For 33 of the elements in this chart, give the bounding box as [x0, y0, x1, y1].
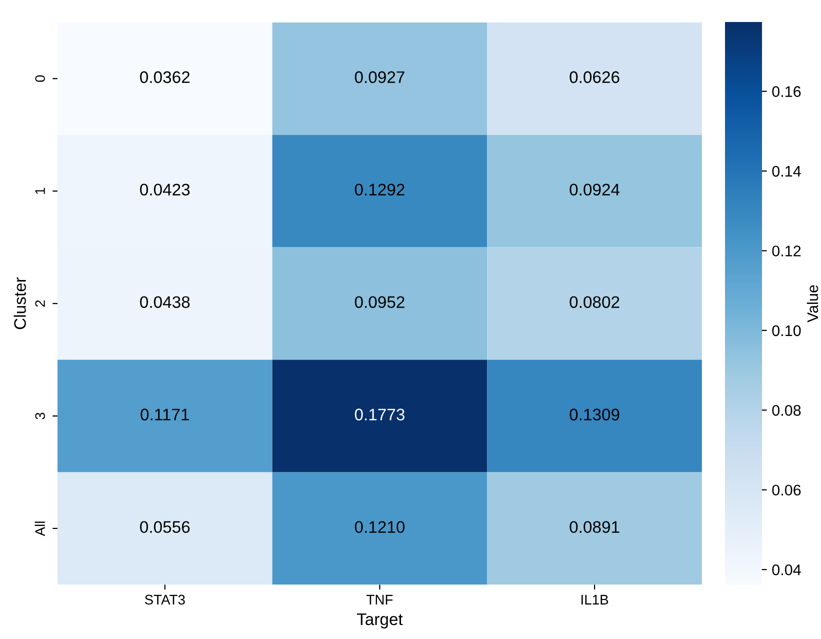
y-tick-label: 0 — [35, 75, 46, 82]
data-label: 0.0423 — [140, 184, 190, 196]
color-bar-label: 0.04 — [772, 564, 801, 576]
data-label: 0.0438 — [140, 296, 190, 308]
x-tick-label: STAT3 — [144, 594, 185, 605]
x-tick-label: TNF — [366, 594, 393, 604]
y-axis-title: Cluster — [14, 277, 26, 330]
y-tick-label: 1 — [35, 188, 45, 194]
color-bar-label: 0.16 — [772, 86, 801, 97]
data-label: 0.0556 — [140, 521, 190, 533]
x-axis-title: Target — [356, 614, 403, 628]
x-tick-label: IL1B — [582, 594, 608, 604]
y-tick-label: All — [34, 522, 45, 536]
color-bar-label: 0.10 — [772, 325, 801, 336]
color-bar-label: 0.14 — [772, 166, 801, 177]
data-label: 0.0802 — [570, 296, 620, 308]
data-label: 0.1292 — [354, 184, 404, 196]
y-tick-label: 3 — [35, 412, 46, 420]
data-label: 0.0362 — [140, 71, 190, 84]
data-label: 0.0952 — [354, 296, 404, 308]
y-tick-label: 2 — [35, 300, 45, 307]
data-label: 0.1773 — [354, 408, 404, 420]
color-bar-title: Value — [806, 285, 818, 322]
color-bar-label: 0.12 — [772, 246, 801, 256]
data-label: 0.0626 — [570, 71, 620, 84]
data-label: 0.0924 — [570, 184, 620, 196]
data-label: 0.0891 — [570, 521, 620, 533]
data-label: 0.1210 — [354, 521, 405, 533]
data-label: 0.1171 — [140, 408, 189, 420]
color-bar-label: 0.06 — [772, 484, 801, 496]
color-bar-label: 0.08 — [772, 405, 801, 416]
data-label: 0.0927 — [354, 71, 404, 84]
data-label: 0.1309 — [570, 408, 620, 420]
